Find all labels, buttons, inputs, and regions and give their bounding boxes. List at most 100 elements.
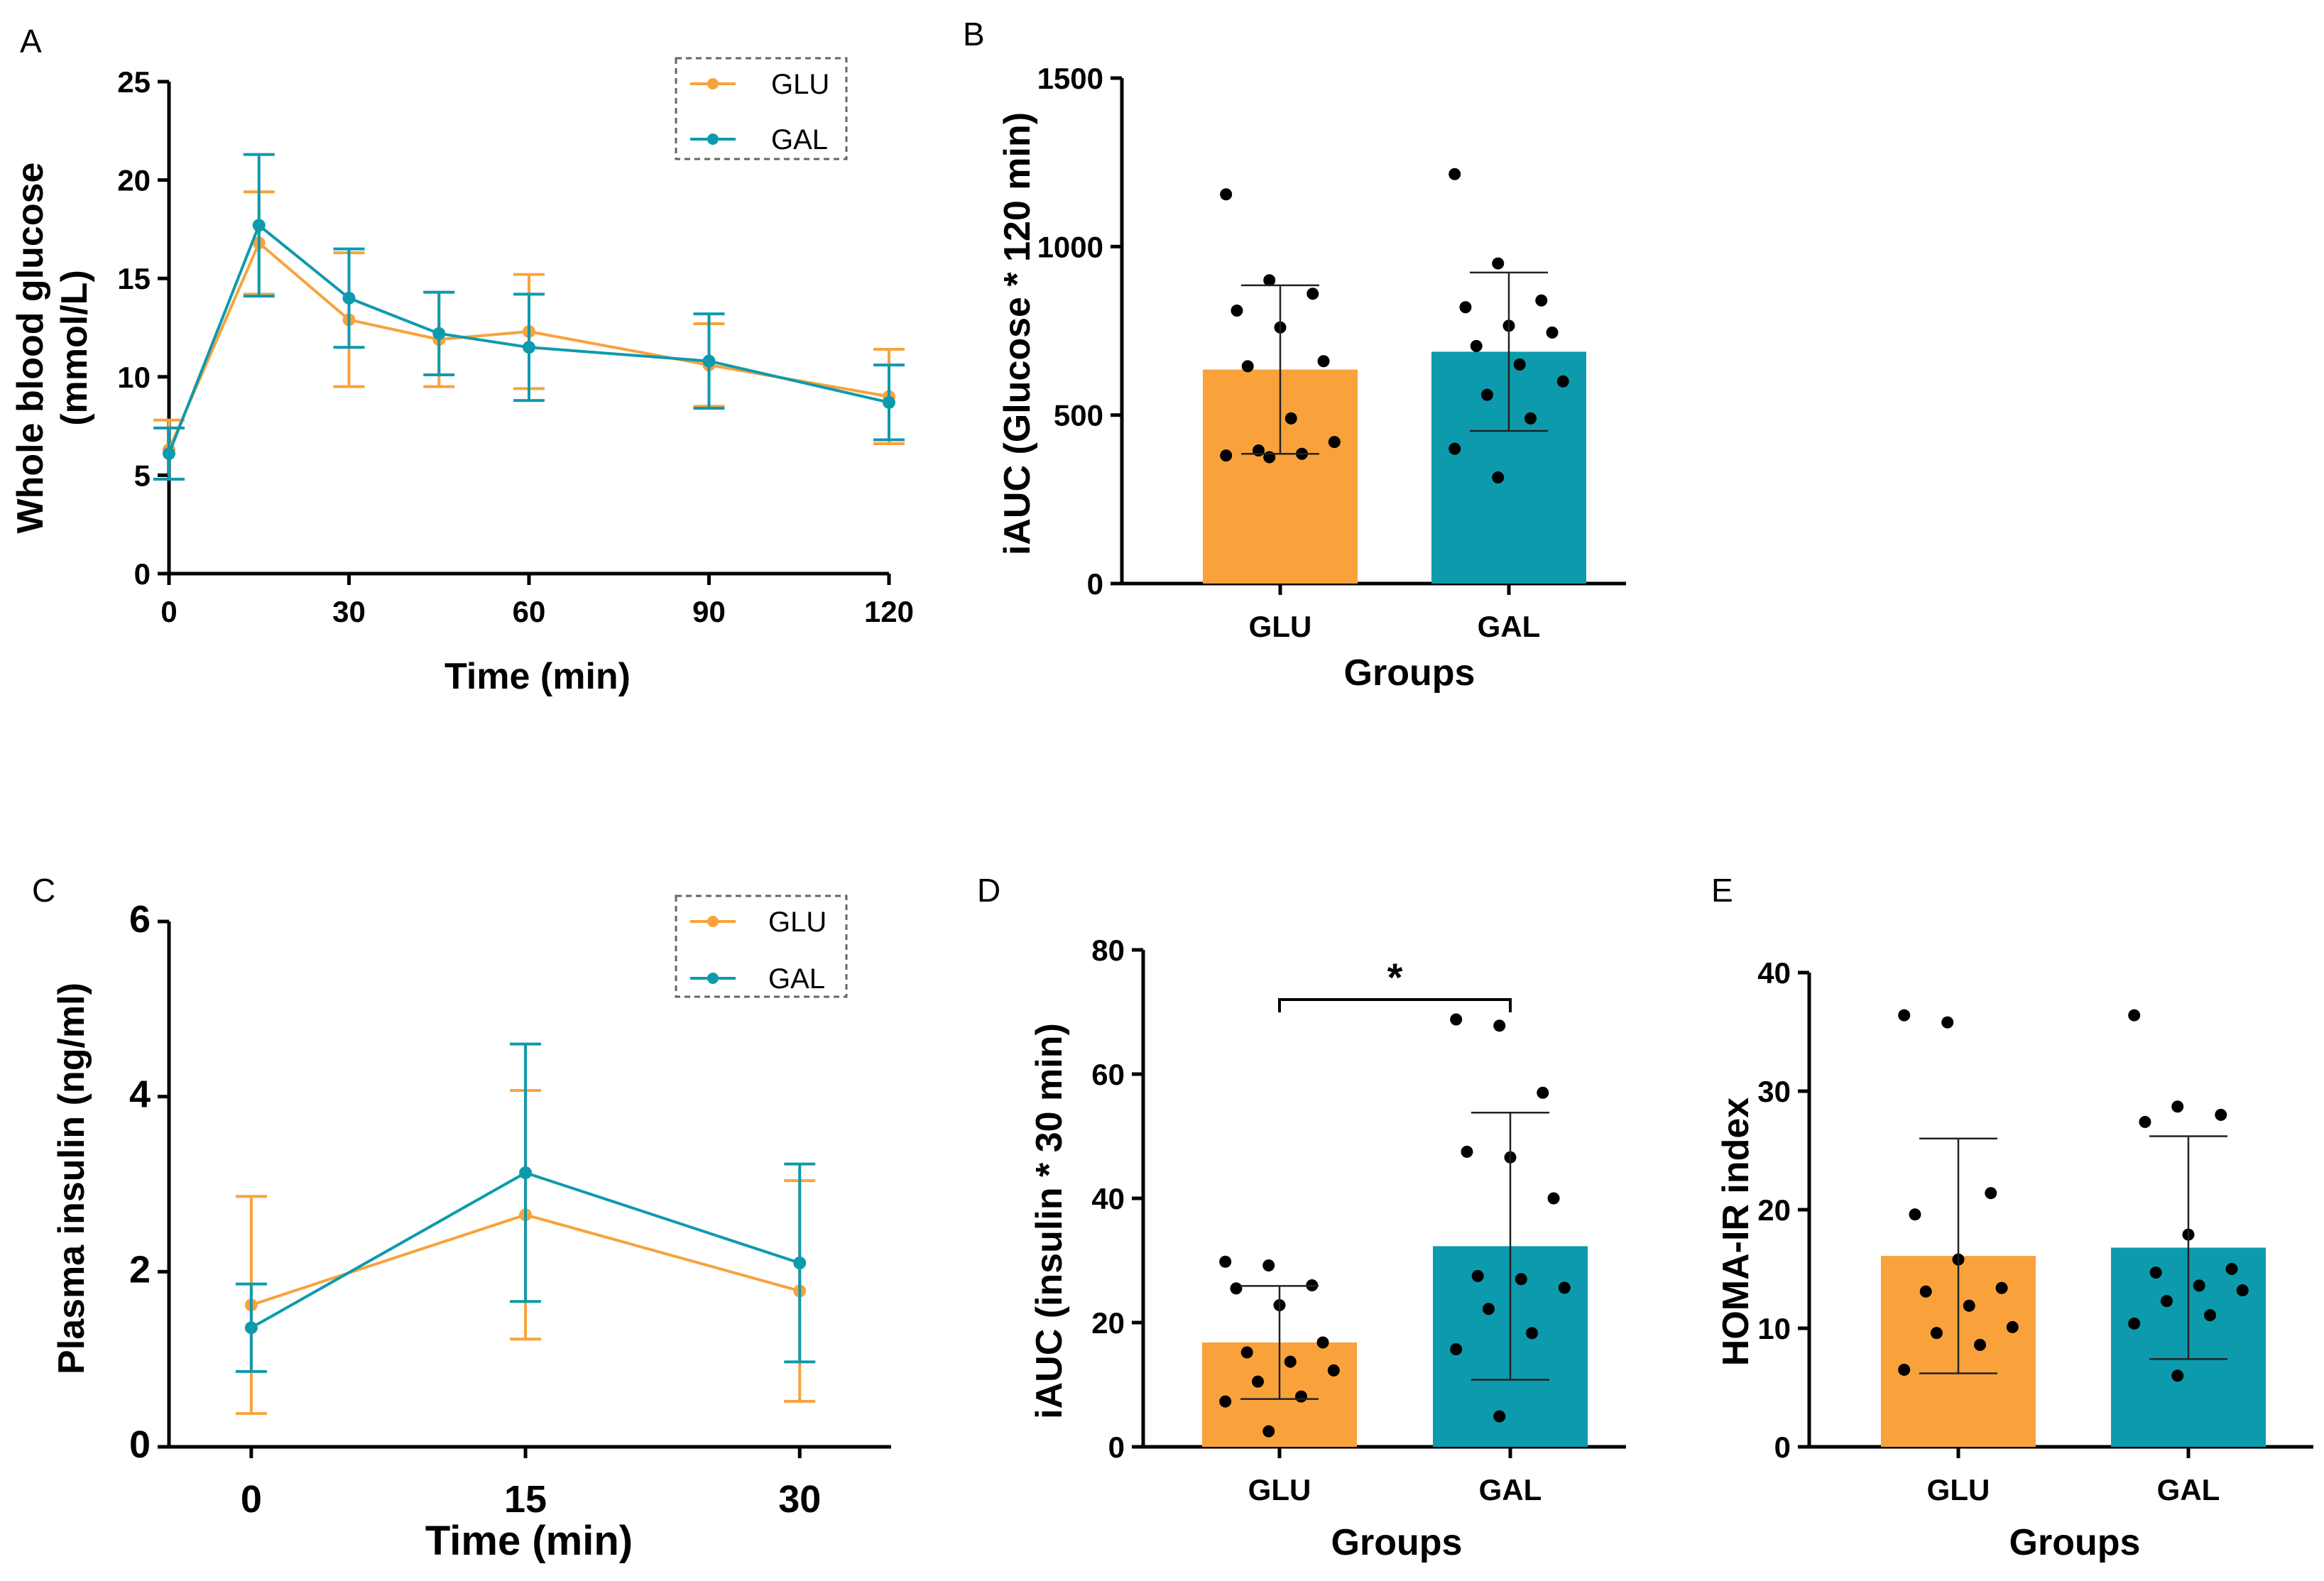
panel-d-ytick-label-1: 20 xyxy=(1091,1306,1125,1340)
panel-a-ylabel-line2: (mmol/L) xyxy=(54,270,95,426)
panel-label-b: B xyxy=(963,16,985,53)
panel-c-xtick-label-1: 15 xyxy=(504,1478,547,1521)
panel-b-glu-point-8 xyxy=(1328,436,1341,449)
panel-d-xlabel: Groups xyxy=(1331,1522,1463,1563)
panel-e-ytick-label-2: 20 xyxy=(1757,1193,1791,1227)
panel-a-gal-point-3 xyxy=(432,327,446,340)
panel-a-chart: Whole blood glucose (mmol/L) Time (min) … xyxy=(10,57,914,697)
panel-b-glu-point-2 xyxy=(1306,288,1319,300)
panel-a-ytick-label-5: 25 xyxy=(117,65,151,99)
panel-c-ytick-label-0: 0 xyxy=(129,1423,151,1466)
panel-a-gal-point-2 xyxy=(342,291,356,305)
panel-c-gal-point-1 xyxy=(519,1166,533,1179)
panel-d-significance-star: * xyxy=(1387,955,1403,1000)
panel-e-gal-point-2 xyxy=(2215,1108,2227,1121)
panel-e-glu-point-0 xyxy=(1898,1009,1911,1022)
panel-e-gal-point-7 xyxy=(2193,1279,2205,1292)
panel-c-gal-point-2 xyxy=(793,1257,807,1269)
panel-d-ylabel: iAUC (insulin * 30 min) xyxy=(1029,1023,1070,1419)
panel-b-glu-point-5 xyxy=(1317,355,1330,368)
panel-b-chart: iAUC (Glucose * 120 min) Groups 0 500 1000… xyxy=(997,62,1626,694)
panel-a-xtick-label-3: 90 xyxy=(692,595,726,628)
panel-b-glu-point-1 xyxy=(1263,274,1276,287)
panel-e-glu-point-10 xyxy=(1974,1338,1987,1351)
panel-a-legend-gal-label: GAL xyxy=(771,124,828,155)
panel-label-a: A xyxy=(20,23,42,60)
panel-b-gal-point-6 xyxy=(1470,339,1483,352)
panel-b-gal-point-11 xyxy=(1449,442,1461,455)
panel-d-glu-point-3 xyxy=(1230,1282,1243,1295)
panel-e-ytick-label-3: 30 xyxy=(1757,1075,1791,1108)
panel-b-gal-point-1 xyxy=(1492,257,1505,270)
panel-b-gal-point-10 xyxy=(1524,412,1537,425)
panel-d-glu-point-0 xyxy=(1219,1255,1232,1268)
panel-b-ytick-label-2: 1000 xyxy=(1037,230,1103,263)
panel-b-gal-point-8 xyxy=(1556,375,1569,388)
panel-e-gal-point-11 xyxy=(2128,1317,2141,1330)
panel-c-legend-gal-marker xyxy=(707,973,719,984)
panel-e-ytick-label-4: 40 xyxy=(1757,956,1791,990)
panel-a-ytick-label-2: 10 xyxy=(117,361,151,394)
panel-c-ylabel: Plasma insulin (ng/ml) xyxy=(51,983,92,1374)
panel-d-glu-category-label: GLU xyxy=(1248,1473,1311,1506)
panel-e-gal-point-10 xyxy=(2204,1309,2217,1322)
panel-b-gal-point-7 xyxy=(1513,358,1526,371)
panel-d-glu-point-5 xyxy=(1316,1336,1329,1349)
panel-b-glu-point-3 xyxy=(1231,305,1243,317)
panel-label-d: D xyxy=(977,872,1000,909)
panel-a-xtick-label-0: 0 xyxy=(160,595,177,628)
panel-d-glu-point-7 xyxy=(1284,1355,1297,1368)
panel-e-gal-point-1 xyxy=(2171,1100,2184,1113)
panel-b-xlabel: Groups xyxy=(1344,652,1475,694)
panel-a-xlabel: Time (min) xyxy=(444,656,631,697)
panel-c-ytick-label-1: 2 xyxy=(129,1248,151,1291)
panel-e-gal-point-6 xyxy=(2149,1267,2162,1279)
panel-e-ylabel: HOMA-IR index xyxy=(1715,1098,1757,1367)
panel-b-ytick-label-0: 0 xyxy=(1087,567,1103,601)
panel-e-gal-point-3 xyxy=(2139,1115,2151,1128)
panel-d-glu-point-6 xyxy=(1240,1346,1253,1359)
panel-b-glu-point-11 xyxy=(1220,449,1233,462)
panel-b-gal-category-label: GAL xyxy=(1478,610,1541,643)
panel-e-gal-category-label: GAL xyxy=(2157,1473,2220,1506)
panel-b-glu-point-6 xyxy=(1241,360,1254,373)
panel-d-glu-point-9 xyxy=(1251,1375,1264,1388)
panel-a-legend-box xyxy=(675,57,848,160)
panel-a-gal-point-6 xyxy=(883,395,895,409)
panel-e-glu-point-8 xyxy=(2006,1320,2019,1333)
panel-e-gal-point-9 xyxy=(2160,1295,2173,1308)
panel-b-gal-point-5 xyxy=(1546,326,1559,339)
panel-d-gal-point-0 xyxy=(1450,1013,1463,1026)
panel-a-gal-point-5 xyxy=(702,354,716,368)
panel-e-glu-point-5 xyxy=(1995,1281,2008,1294)
panel-e-ytick-label-0: 0 xyxy=(1774,1430,1791,1464)
panel-a-gal-point-1 xyxy=(252,219,266,232)
panel-d-gal-point-8 xyxy=(1558,1281,1571,1294)
panel-e-chart: HOMA-IR index Groups 0 10 20 30 40 GLU GAL xyxy=(1715,956,2313,1563)
panel-e-gal-point-12 xyxy=(2171,1369,2184,1382)
panel-d-gal-point-3 xyxy=(1461,1145,1473,1158)
panel-d-glu-point-10 xyxy=(1295,1390,1308,1403)
panel-e-glu-point-2 xyxy=(1985,1187,1997,1200)
panel-b-gal-point-0 xyxy=(1449,168,1461,180)
panel-e-glu-point-1 xyxy=(1941,1016,1954,1029)
panel-label-e: E xyxy=(1711,872,1733,909)
panel-c-ytick-label-3: 6 xyxy=(129,898,151,941)
panel-e-glu-point-9 xyxy=(1930,1327,1943,1340)
panel-c-chart: Plasma insulin (ng/ml) Time (min) GLU GA… xyxy=(51,895,891,1564)
panel-c-legend: GLU GAL xyxy=(675,895,848,998)
panel-a-xtick-label-1: 30 xyxy=(332,595,366,628)
panel-a-legend-gal-marker xyxy=(707,133,719,145)
panel-d-glu-point-1 xyxy=(1262,1259,1275,1271)
panel-a-ylabel-line1: Whole blood glucose xyxy=(10,163,51,534)
panel-e-glu-point-3 xyxy=(1909,1208,1921,1221)
panel-b-ylabel: iAUC (Glucose * 120 min) xyxy=(997,112,1038,555)
panel-e-ytick-label-1: 10 xyxy=(1757,1312,1791,1345)
panel-a-xtick-label-2: 60 xyxy=(513,595,546,628)
panel-a-legend: GLU GAL xyxy=(675,57,848,160)
panel-c-ytick-label-2: 4 xyxy=(129,1073,151,1116)
panel-a-legend-glu-label: GLU xyxy=(771,69,829,100)
panel-b-glu-category-label: GLU xyxy=(1249,610,1312,643)
panel-b-gal-point-12 xyxy=(1492,471,1505,483)
panel-d-gal-point-2 xyxy=(1537,1086,1549,1099)
